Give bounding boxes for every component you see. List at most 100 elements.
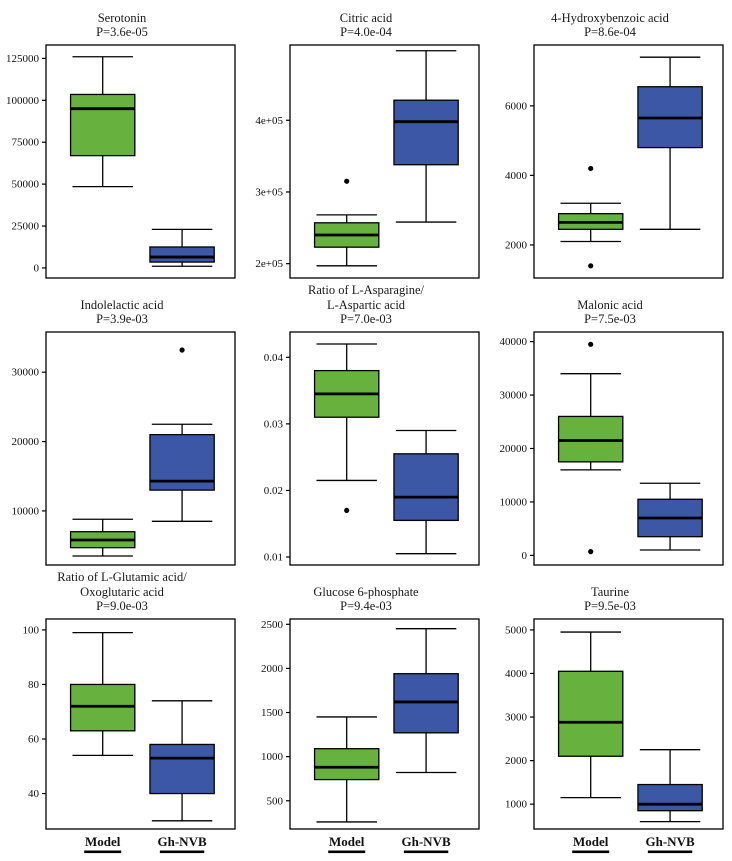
boxplot-canvas: 2e+05 3e+05 4e+05	[255, 44, 480, 279]
y-tick-label: 3000	[505, 712, 528, 724]
x-group-label: Model	[329, 834, 365, 849]
boxplot-panel: Ratio of L-Asparagine/L-Aspartic acid P=7…	[244, 283, 488, 574]
y-tick-label: 2500	[261, 619, 284, 631]
panel-title-line: Ratio of L-Asparagine/	[308, 282, 424, 297]
box-group-model	[557, 631, 624, 799]
x-label-underline	[647, 850, 693, 854]
panel-pvalue: P=7.0e-03	[340, 312, 392, 327]
panel-title-line: 4-Hydroxybenzoic acid	[551, 10, 669, 25]
y-tick-label: 20000	[12, 436, 40, 448]
plot-border	[289, 331, 480, 566]
y-tick-label: 40000	[500, 336, 528, 348]
y-tick-label: 2000	[505, 239, 528, 251]
panel-pvalue: P=9.5e-03	[584, 599, 636, 614]
box-group-ghnvb	[149, 347, 215, 522]
y-tick-label: 1000	[261, 751, 284, 763]
iqr-box	[637, 783, 703, 812]
outlier-point	[344, 507, 350, 514]
panel-pvalue: P=8.6e-04	[584, 25, 636, 40]
panel-title: Malonic acid P=7.5e-03	[488, 287, 732, 327]
panel-title-line: Serotonin	[97, 10, 147, 25]
box-group-model	[313, 178, 380, 267]
boxplot-canvas: 2000 4000 6000	[505, 44, 724, 279]
outlier-point	[588, 165, 594, 172]
boxplot-panel: Indolelactic acid P=3.9e-03 10000 20000 3000…	[0, 287, 244, 574]
boxplot-panel: Malonic acid P=7.5e-03 0 10000 20000 30000 400…	[488, 287, 732, 574]
panel-title-line: Taurine	[591, 584, 629, 599]
y-tick-label: 40	[28, 788, 40, 800]
iqr-box	[313, 748, 380, 781]
box-group-model	[69, 56, 136, 188]
x-group-label: Gh-NVB	[646, 834, 695, 849]
panel-title: Ratio of L-Asparagine/L-Aspartic acid P=7…	[244, 283, 488, 327]
box-group-ghnvb	[393, 628, 459, 774]
box-group-model	[557, 165, 624, 269]
box-group-ghnvb	[149, 228, 215, 267]
box-group-model	[69, 631, 136, 757]
y-tick-label: 1000	[505, 799, 528, 811]
y-tick-label: 125000	[6, 53, 40, 65]
x-label-underline	[403, 850, 449, 854]
y-tick-label: 50000	[12, 179, 40, 191]
panel-title: 4-Hydroxybenzoic acid P=8.6e-04	[488, 0, 732, 40]
y-tick-label: 10000	[500, 496, 528, 508]
y-tick-label: 100000	[6, 95, 40, 107]
box-group-ghnvb	[637, 56, 703, 230]
box-group-ghnvb	[149, 700, 215, 822]
y-tick-label: 2000	[261, 663, 284, 675]
panel-title-line: Glucose 6-phosphate	[313, 584, 419, 599]
y-tick-label: 500	[267, 795, 284, 807]
x-label-underline	[84, 850, 122, 854]
panel-title: Glucose 6-phosphate P=9.4e-03	[244, 574, 488, 614]
boxplot-canvas: 0.01 0.02 0.03 0.04	[264, 331, 480, 566]
boxplot-panel: Taurine P=9.5e-03 1000 2000 3000 4000 5000 Mode…	[488, 574, 732, 861]
boxplot-panel: Citric acid P=4.0e-04 2e+05 3e+05 4e+05	[244, 0, 488, 287]
y-tick-label: 0	[34, 262, 40, 274]
panel-title: Taurine P=9.5e-03	[488, 574, 732, 614]
iqr-box	[149, 743, 215, 795]
box-group-model	[557, 341, 624, 555]
y-tick-label: 5000	[505, 624, 528, 636]
y-tick-label: 80	[28, 679, 40, 691]
y-tick-label: 0.02	[264, 485, 283, 497]
panel-title: Citric acid P=4.0e-04	[244, 0, 488, 40]
boxplot-canvas: 0 10000 20000 30000 40000	[500, 331, 724, 566]
panel-title-line: Oxoglutaric acid	[80, 584, 164, 599]
panel-title-line: L-Aspartic acid	[326, 297, 406, 312]
iqr-box	[69, 93, 136, 157]
plot-border	[533, 44, 724, 279]
y-tick-label: 0.01	[264, 552, 283, 564]
x-group-label: Gh-NVB	[402, 834, 451, 849]
y-tick-label: 0	[522, 550, 528, 562]
y-tick-label: 60	[28, 734, 40, 746]
y-tick-label: 30000	[12, 367, 40, 379]
boxplot-canvas: 40 60 80 100 Model Gh-NVB	[23, 618, 236, 854]
y-tick-label: 100	[23, 624, 40, 636]
panel-pvalue: P=3.9e-03	[96, 312, 148, 327]
y-tick-label: 1500	[261, 707, 284, 719]
boxplot-canvas: 0 25000 50000 75000 100000 125000	[6, 44, 236, 279]
panel-title: Serotonin P=3.6e-05	[0, 0, 244, 40]
iqr-box	[393, 99, 459, 166]
x-label-underline	[159, 850, 205, 854]
y-tick-label: 4e+05	[255, 115, 283, 127]
boxplot-canvas: 500 1000 1500 2000 2500 Model Gh-NVB	[261, 618, 480, 854]
boxplot-panel: Serotonin P=3.6e-05 0 25000 50000 75000 100000…	[0, 0, 244, 287]
x-group-label: Model	[85, 834, 121, 849]
y-tick-label: 3e+05	[255, 186, 283, 198]
x-label-underline	[328, 850, 366, 854]
box-group-model	[313, 343, 380, 514]
y-tick-label: 0.03	[264, 418, 284, 430]
y-tick-label: 2000	[505, 755, 528, 767]
boxplot-canvas: 1000 2000 3000 4000 5000 Model Gh-NVB	[505, 618, 724, 854]
panel-title: Ratio of L-Glutamic acid/Oxoglutaric aci…	[0, 570, 244, 614]
y-tick-label: 30000	[500, 390, 528, 402]
panel-title-line: Ratio of L-Glutamic acid/	[57, 569, 187, 584]
x-label-underline	[572, 850, 610, 854]
boxplot-panel: Ratio of L-Glutamic acid/Oxoglutaric aci…	[0, 570, 244, 861]
y-tick-label: 2e+05	[255, 258, 283, 270]
panel-title-line: Malonic acid	[577, 297, 643, 312]
outlier-point	[179, 347, 185, 353]
box-group-ghnvb	[637, 482, 703, 551]
